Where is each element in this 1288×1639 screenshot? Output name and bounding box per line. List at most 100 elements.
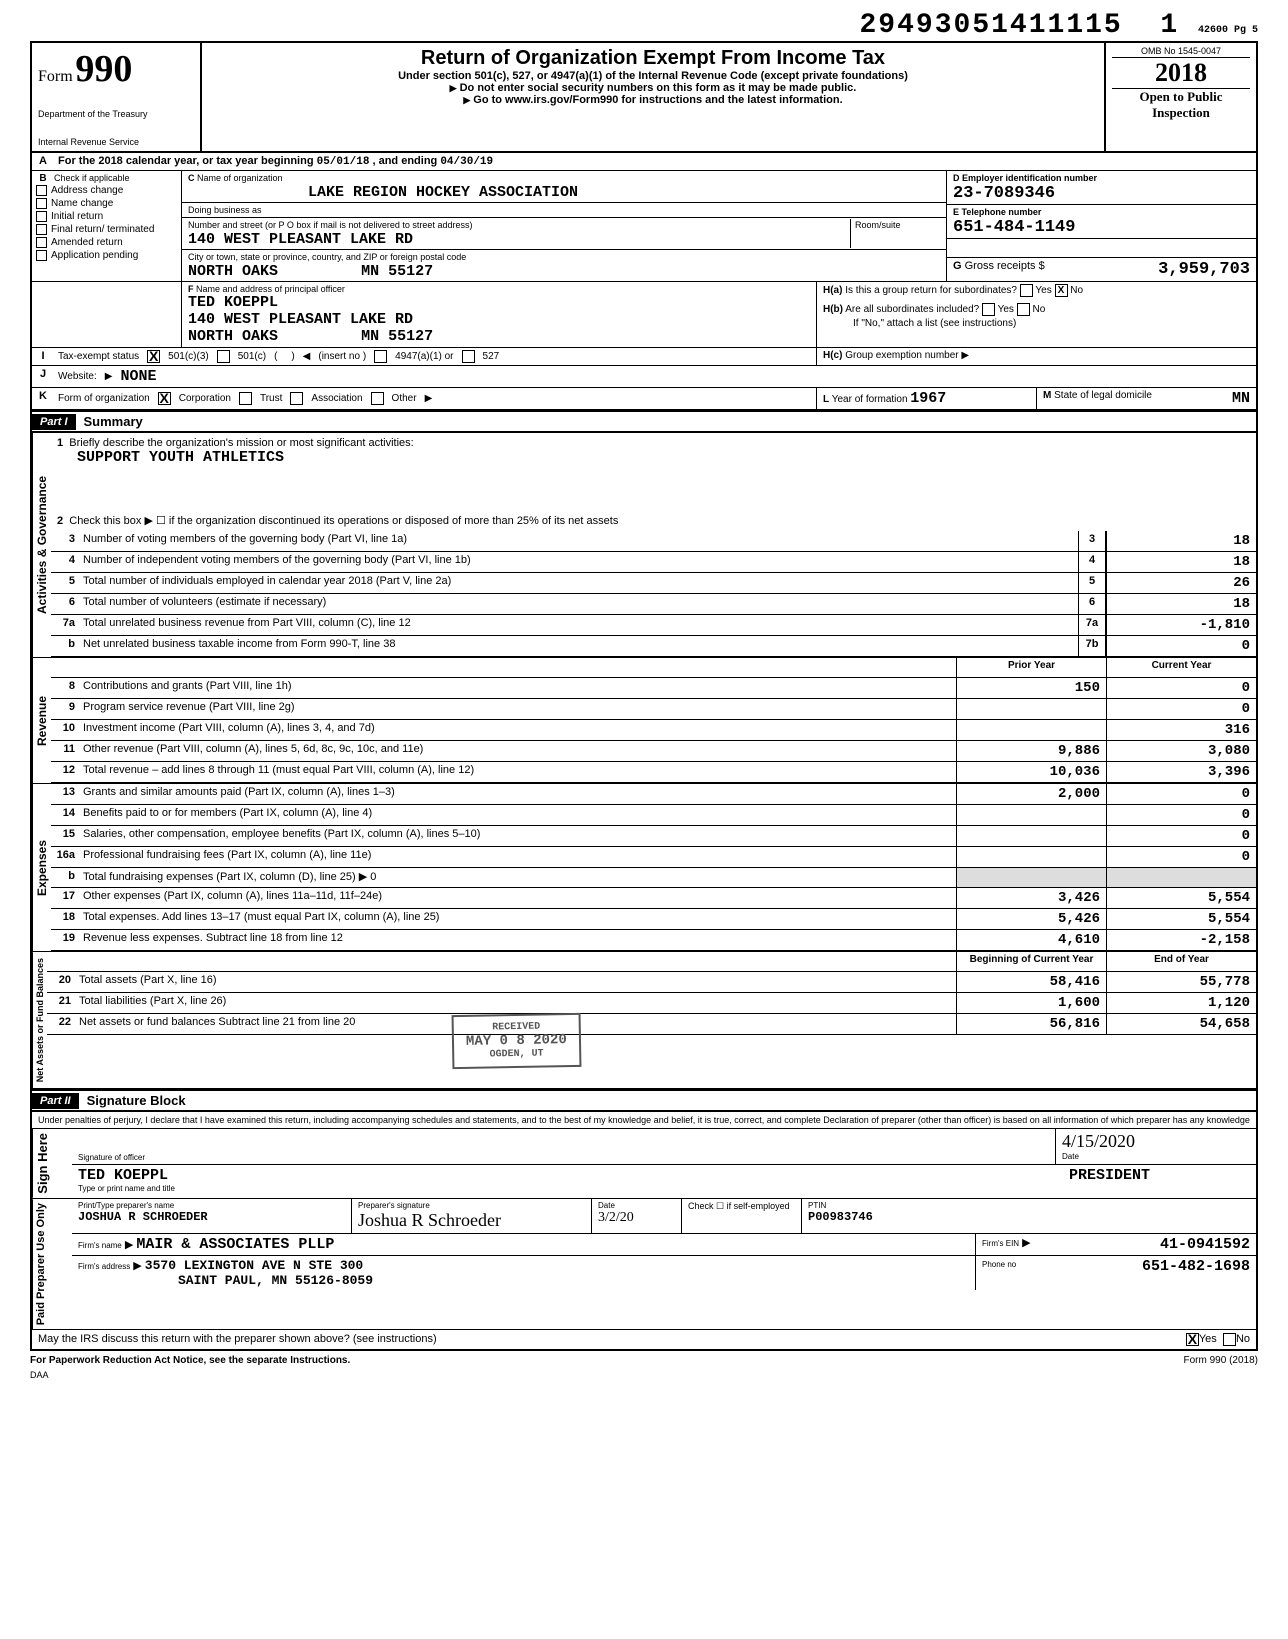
gross-label: Gross receipts $: [965, 260, 1045, 272]
ha-yes[interactable]: [1020, 284, 1033, 297]
line-current: 54,658: [1106, 1014, 1256, 1034]
label-e: E: [953, 207, 959, 217]
firm-ein-label: Firm's EIN: [982, 1239, 1019, 1248]
ha-prefix: H(a): [823, 285, 842, 296]
signature-area[interactable]: [78, 1131, 1049, 1153]
line-num: 20: [47, 972, 75, 992]
line-text: Contributions and grants (Part VIII, lin…: [79, 678, 956, 698]
line-current: 0: [1106, 805, 1256, 825]
label-a: A: [32, 153, 54, 170]
line-current: 316: [1106, 720, 1256, 740]
hb-no[interactable]: [1017, 303, 1030, 316]
website-label: Website:: [58, 371, 97, 382]
sig-date: 4/15/2020: [1062, 1131, 1250, 1152]
line-text: Number of independent voting members of …: [79, 552, 1078, 572]
firm-phone-label: Phone no: [982, 1260, 1016, 1269]
chk-trust[interactable]: [239, 392, 252, 405]
side-net-assets: Net Assets or Fund Balances: [32, 952, 47, 1088]
chk-501c[interactable]: [217, 350, 230, 363]
chk-initial[interactable]: [36, 211, 47, 222]
prep-date: 3/2/20: [598, 1210, 634, 1225]
line-prior: [956, 868, 1106, 887]
line-prior: 4,610: [956, 930, 1106, 950]
officer-title: PRESIDENT: [1069, 1167, 1250, 1184]
dln: 29493051411115 1 42600 Pg 5: [30, 10, 1258, 41]
discuss-no[interactable]: [1223, 1333, 1236, 1346]
line-prior: 2,000: [956, 784, 1106, 804]
chk-address[interactable]: [36, 185, 47, 196]
sig-date-label: Date: [1062, 1152, 1250, 1161]
q2-discontinued: Check this box ▶ ☐ if the organization d…: [69, 515, 618, 527]
ein: 23-7089346: [953, 184, 1055, 203]
hdr-current-year: Current Year: [1106, 658, 1256, 677]
line-text: Other expenses (Part IX, column (A), lin…: [79, 888, 956, 908]
line-num: 16a: [51, 847, 79, 867]
hb-yes[interactable]: [982, 303, 995, 316]
sign-here: Sign Here: [32, 1129, 72, 1198]
label-l: L: [823, 394, 829, 405]
label-b: B: [32, 171, 54, 184]
line-num: 10: [51, 720, 79, 740]
firm-phone: 651-482-1698: [1142, 1258, 1250, 1275]
hdr-beginning: Beginning of Current Year: [956, 952, 1106, 971]
chk-assoc[interactable]: [290, 392, 303, 405]
block-bcdeg: BCheck if applicable Address change Name…: [30, 171, 1258, 281]
chk-527[interactable]: [462, 350, 475, 363]
label-c: C: [188, 173, 195, 183]
line-prior: [956, 699, 1106, 719]
line-value: 26: [1106, 573, 1256, 593]
line-text: Total liabilities (Part X, line 26): [75, 993, 956, 1013]
section-fh: F Name and address of principal officer …: [30, 281, 1258, 347]
part1-title: Summary: [76, 412, 151, 431]
firm-addr1: 3570 LEXINGTON AVE N STE 300: [145, 1258, 363, 1273]
form-prefix: Form: [38, 68, 73, 85]
line-current: 0: [1106, 678, 1256, 698]
chk-other[interactable]: [371, 392, 384, 405]
summary-grid: Activities & Governance 1 Briefly descri…: [30, 433, 1258, 1090]
chk-amended[interactable]: [36, 237, 47, 248]
line-current: 5,554: [1106, 888, 1256, 908]
tax-year: 2018: [1112, 58, 1250, 88]
firm-name: MAIR & ASSOCIATES PLLP: [136, 1236, 334, 1253]
ha-no[interactable]: X: [1055, 284, 1068, 297]
received-stamp: RECEIVED MAY 0 8 2020 OGDEN, UT: [452, 1013, 582, 1069]
line-num: 6: [51, 594, 79, 614]
chk-final[interactable]: [36, 224, 47, 235]
chk-pending[interactable]: [36, 250, 47, 261]
opt-501c3: 501(c)(3): [168, 351, 209, 362]
chk-name[interactable]: [36, 198, 47, 209]
line-prior: 58,416: [956, 972, 1106, 992]
org-name-label: Name of organization: [197, 173, 283, 183]
row-j: J Website: ▶ NONE: [30, 365, 1258, 387]
lbl-address-change: Address change: [51, 185, 123, 196]
chk-4947[interactable]: [374, 350, 387, 363]
line-value: 18: [1106, 531, 1256, 551]
line-num: 21: [47, 993, 75, 1013]
line-prior: [956, 826, 1106, 846]
dba-label: Doing business as: [188, 205, 262, 215]
chk-501c3[interactable]: X: [147, 350, 160, 363]
chk-corp[interactable]: X: [158, 392, 171, 405]
side-governance: Activities & Governance: [32, 433, 51, 657]
mission: SUPPORT YOUTH ATHLETICS: [57, 449, 284, 466]
hdr-prior-year: Prior Year: [956, 658, 1106, 677]
officer-city: NORTH OAKS: [188, 328, 278, 345]
lbl-no: No: [1070, 285, 1083, 296]
discuss-yes[interactable]: X: [1186, 1333, 1199, 1346]
lbl-amended: Amended return: [51, 237, 123, 248]
line-value: -1,810: [1106, 615, 1256, 635]
line-num: 11: [51, 741, 79, 761]
line-text: Total unrelated business revenue from Pa…: [79, 615, 1078, 635]
line-text: Other revenue (Part VIII, column (A), li…: [79, 741, 956, 761]
sig-officer-label: Signature of officer: [78, 1153, 1049, 1162]
website: NONE: [120, 368, 156, 385]
line-current: 3,396: [1106, 762, 1256, 782]
line-current: -2,158: [1106, 930, 1256, 950]
discuss-preparer: May the IRS discuss this return with the…: [38, 1333, 1186, 1346]
line-prior: 10,036: [956, 762, 1106, 782]
line-text: Revenue less expenses. Subtract line 18 …: [79, 930, 956, 950]
line-text: Benefits paid to or for members (Part IX…: [79, 805, 956, 825]
line-box: 5: [1078, 573, 1106, 593]
prep-date-label: Date: [598, 1201, 675, 1210]
line-num: 19: [51, 930, 79, 950]
